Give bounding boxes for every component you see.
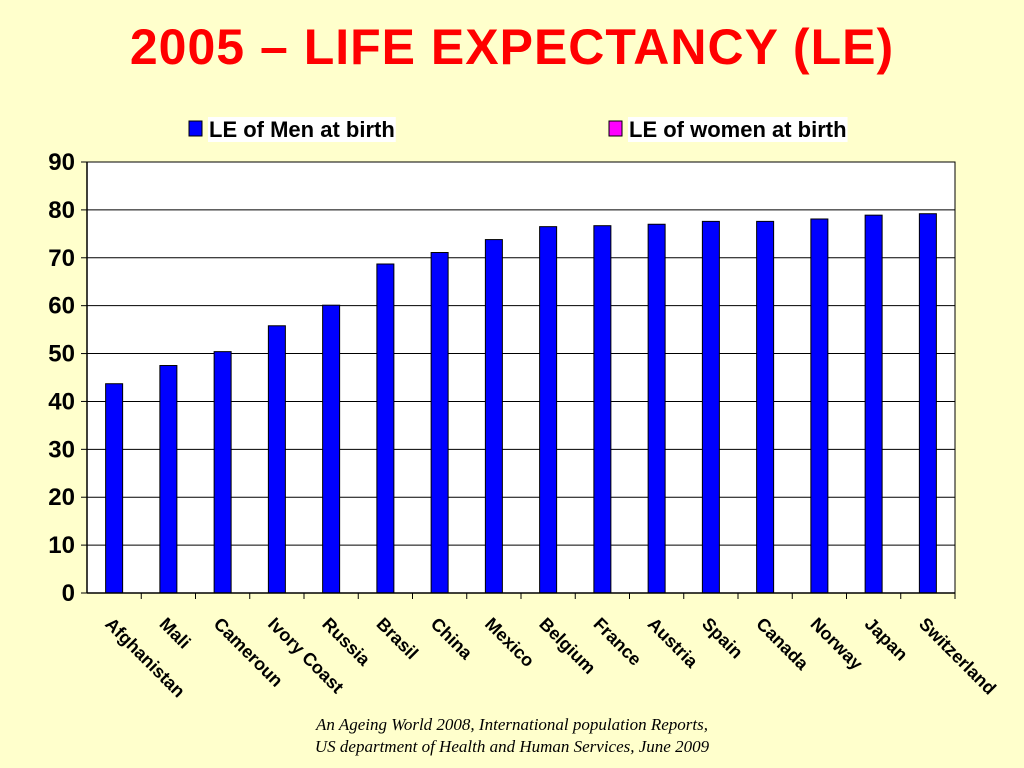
y-tick-label: 40 [48,388,75,415]
source-note: An Ageing World 2008, International popu… [0,714,1024,758]
x-tick-label: Belgium [535,614,599,678]
y-tick-label: 70 [48,245,75,272]
y-tick-label: 90 [48,149,75,176]
y-tick-label: 10 [48,532,75,559]
bar [810,218,829,594]
x-tick-label: Spain [698,614,747,663]
x-tick-label: Austria [644,614,703,673]
legend: LE of Men at birth LE of women at birth [188,117,848,142]
y-tick-label: 60 [48,293,75,320]
legend-swatch [188,120,203,137]
x-tick-label: China [427,614,477,664]
bars [105,213,937,594]
bar [105,383,124,594]
y-tick-label: 50 [48,341,75,368]
x-tick-label: Norway [807,614,867,674]
bar [647,223,666,594]
bar [159,365,178,594]
y-tick-label: 30 [48,436,75,463]
bar [213,351,232,594]
chart-title: 2005 – LIFE EXPECTANCY (LE) [129,19,895,75]
bar [322,304,341,594]
legend-label: LE of women at birth [629,117,847,142]
bar [918,213,937,594]
legend-label-bg [208,117,396,142]
bar [484,239,503,594]
bar [701,220,720,594]
bar [539,226,558,594]
y-tick-label: 0 [62,580,75,607]
plot-area [86,161,956,594]
x-tick-label: Mexico [481,614,538,671]
bar [430,252,449,594]
bar [376,263,395,594]
legend-swatch [608,120,623,137]
y-tick-label: 80 [48,197,75,224]
legend-label-bg [628,117,848,142]
x-tick-label: Mali [156,614,195,653]
x-tick-label: Brasil [373,614,423,664]
y-tick-label: 20 [48,484,75,511]
x-tick-label: Canada [752,614,813,675]
bar [864,214,883,594]
legend-label: LE of Men at birth [209,117,395,142]
y-axis-ticks: 0 10 20 30 40 50 60 70 80 90 [48,149,87,607]
source-line-1: An Ageing World 2008, International popu… [316,715,708,734]
x-tick-label: Japan [861,614,912,665]
bar [593,225,612,594]
bar [267,325,286,594]
source-line-2: US department of Health and Human Servic… [314,737,710,756]
bar [756,220,775,594]
x-tick-label: Switzerland [915,614,1000,699]
